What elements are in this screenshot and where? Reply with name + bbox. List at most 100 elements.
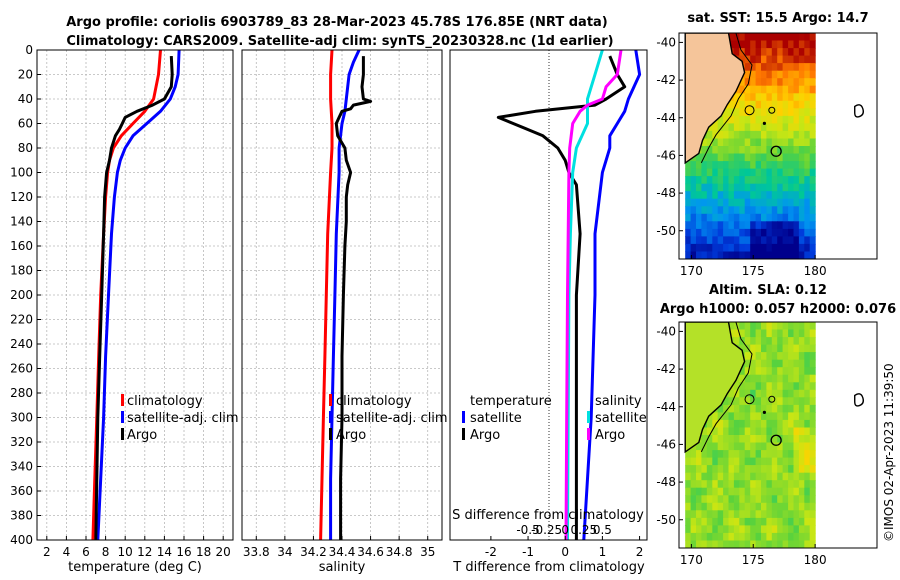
heatmap-cell <box>712 525 719 534</box>
heatmap-cell <box>733 100 740 109</box>
heatmap-cell <box>750 427 757 436</box>
heatmap-cell <box>733 510 740 519</box>
heatmap-cell <box>733 397 740 406</box>
heatmap-cell <box>733 532 740 541</box>
heatmap-cell <box>804 176 811 185</box>
heatmap-cell <box>717 412 724 421</box>
heatmap-cell <box>782 183 789 192</box>
heatmap-cell <box>717 206 724 215</box>
heatmap-cell <box>804 130 811 139</box>
heatmap-cell <box>717 435 724 444</box>
heatmap-cell <box>788 329 795 338</box>
heatmap-cell <box>706 221 713 230</box>
heatmap-cell <box>728 228 735 237</box>
heatmap-cell <box>809 85 816 94</box>
heatmap-cell <box>766 176 773 185</box>
heatmap-cell <box>782 198 789 207</box>
heatmap-cell <box>809 382 816 391</box>
heatmap-cell <box>685 502 692 511</box>
heatmap-cell <box>723 502 730 511</box>
heatmap-cell <box>771 435 778 444</box>
heatmap-cell <box>712 243 719 252</box>
heatmap-cell <box>766 78 773 87</box>
heatmap-cell <box>696 153 702 162</box>
heatmap-cell <box>761 442 767 451</box>
heatmap-cell <box>793 183 800 192</box>
heatmap-cell <box>701 510 708 519</box>
heatmap-cell <box>782 465 789 474</box>
heatmap-cell <box>771 251 778 259</box>
map-y-tick-label: -46 <box>656 437 676 451</box>
heatmap-cell <box>728 442 735 451</box>
heatmap-cell <box>728 322 735 331</box>
heatmap-cell <box>809 404 816 413</box>
heatmap-cell <box>771 168 778 177</box>
heatmap-cell <box>739 183 746 192</box>
heatmap-cell <box>755 374 762 383</box>
heatmap-cell <box>706 540 713 548</box>
heatmap-cell <box>777 108 784 117</box>
heatmap-cell <box>804 213 811 222</box>
heatmap-cell <box>755 85 762 94</box>
sla-map: Altim. SLA: 0.12 Argo h1000: 0.057 h2000… <box>656 283 896 567</box>
heatmap-cell <box>788 198 795 207</box>
heatmap-cell <box>755 63 762 72</box>
heatmap-cell <box>804 85 811 94</box>
heatmap-cell <box>761 48 767 57</box>
heatmap-cell <box>766 198 773 207</box>
heatmap-cell <box>755 450 762 459</box>
heatmap-cell <box>739 85 746 94</box>
heatmap-cell <box>739 367 746 376</box>
heatmap-cell <box>750 517 757 526</box>
heatmap-cell <box>766 442 773 451</box>
heatmap-cell <box>739 495 746 504</box>
heatmap-cell <box>777 435 784 444</box>
heatmap-cell <box>798 382 805 391</box>
heatmap-cell <box>804 382 811 391</box>
heatmap-cell <box>723 419 730 428</box>
heatmap-cell <box>761 40 767 49</box>
heatmap-cell <box>777 397 784 406</box>
heatmap-cell <box>733 115 740 124</box>
heatmap-cell <box>798 517 805 526</box>
heatmap-cell <box>766 115 773 124</box>
heatmap-cell <box>750 502 757 511</box>
heatmap-cell <box>744 123 751 132</box>
heatmap-cell <box>733 228 740 237</box>
y-tick-label: 400 <box>10 533 33 547</box>
heatmap-cell <box>723 191 730 200</box>
heatmap-cell <box>696 183 702 192</box>
heatmap-cell <box>766 161 773 170</box>
heatmap-cell <box>782 502 789 511</box>
heatmap-cell <box>798 525 805 534</box>
heatmap-cell <box>771 153 778 162</box>
heatmap-cell <box>777 176 784 185</box>
heatmap-cell <box>739 206 746 215</box>
heatmap-cell <box>782 85 789 94</box>
heatmap-cell <box>744 70 751 79</box>
heatmap-cell <box>788 442 795 451</box>
heatmap-cell <box>782 153 789 162</box>
heatmap-cell <box>793 344 800 353</box>
map-y-tick-label: -50 <box>656 224 676 238</box>
heatmap-cell <box>771 213 778 222</box>
heatmap-cell <box>788 322 795 331</box>
heatmap-cell <box>723 472 730 481</box>
heatmap-cell <box>777 450 784 459</box>
heatmap-cell <box>690 191 697 200</box>
heatmap-cell <box>782 450 789 459</box>
heatmap-cell <box>788 108 795 117</box>
heatmap-cell <box>761 412 767 421</box>
heatmap-cell <box>771 502 778 511</box>
heatmap-cell <box>744 100 751 109</box>
heatmap-cell <box>804 243 811 252</box>
heatmap-cell <box>777 130 784 139</box>
heatmap-cell <box>777 442 784 451</box>
heatmap-cell <box>750 130 757 139</box>
heatmap-cell <box>739 525 746 534</box>
heatmap-cell <box>782 138 789 147</box>
heatmap-cell <box>706 183 713 192</box>
heatmap-cell <box>761 532 767 541</box>
heatmap-cell <box>809 352 816 361</box>
heatmap-cell <box>712 191 719 200</box>
